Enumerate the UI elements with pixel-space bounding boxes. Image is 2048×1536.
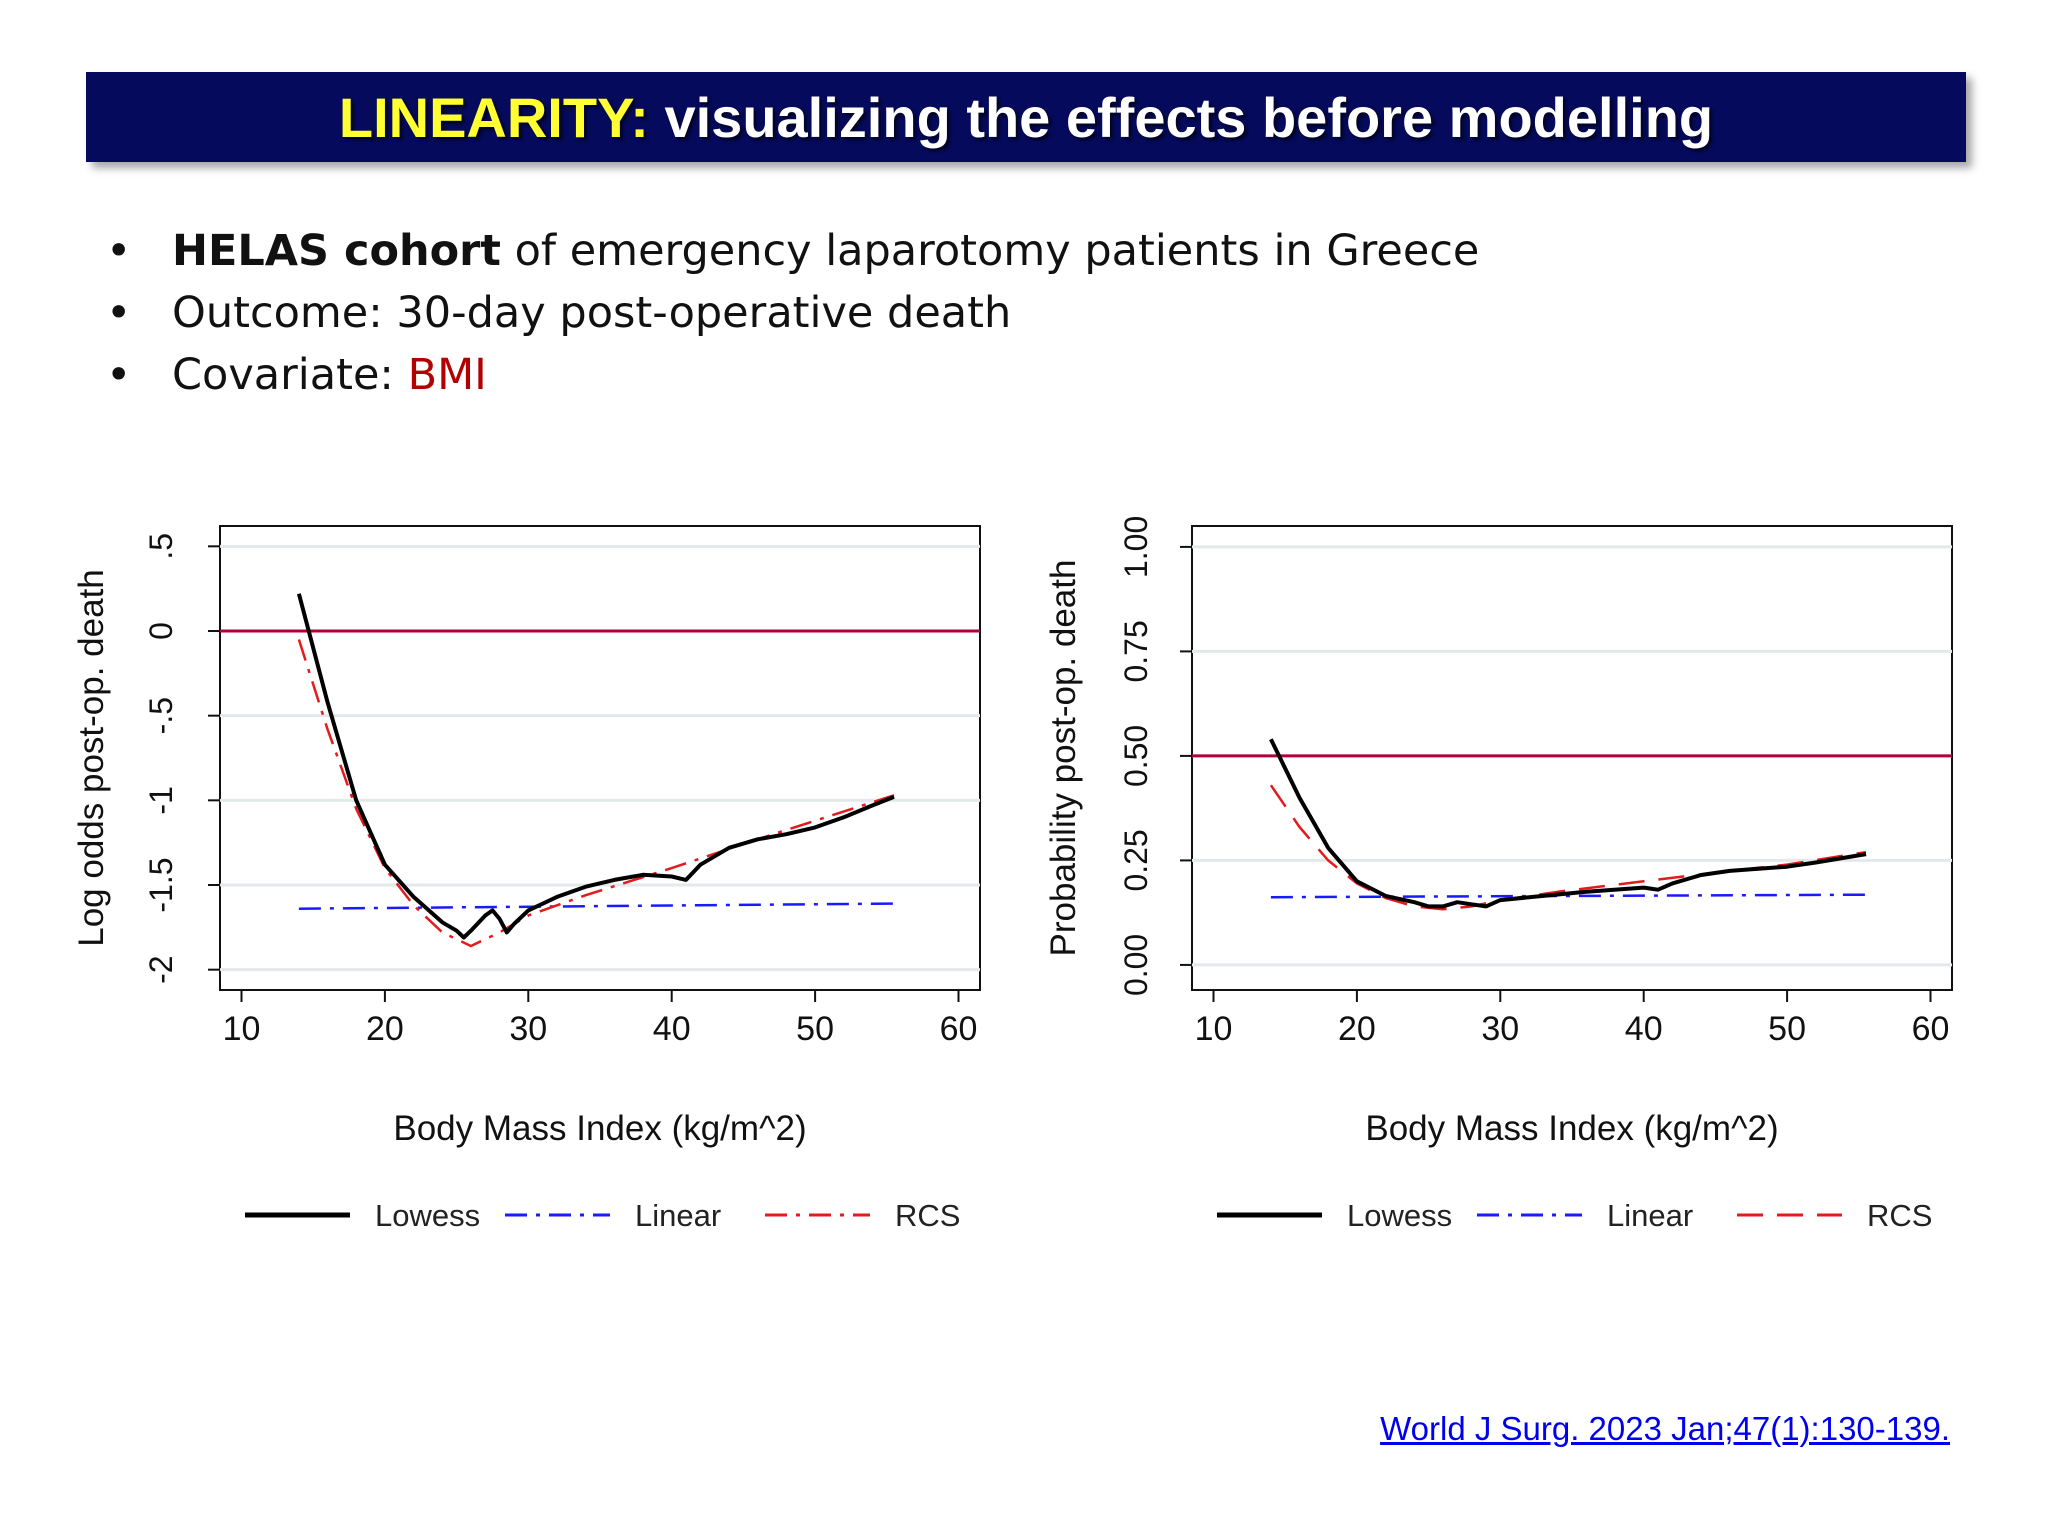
y-tick-label: -1 — [143, 786, 179, 814]
bullet-dot: • — [106, 288, 132, 338]
series-line-linear — [298, 902, 895, 910]
legend-label-linear: Linear — [1607, 1198, 1693, 1233]
y-tick-label: 0.50 — [1118, 725, 1154, 787]
bullet-cohort: • HELAS cohort of emergency laparotomy pa… — [100, 220, 1479, 282]
plot-frame — [219, 525, 981, 991]
bullet-dot: • — [106, 226, 132, 276]
x-axis-title: Body Mass Index (kg/m^2) — [1365, 1109, 1778, 1148]
x-tick-label: 30 — [509, 1010, 547, 1048]
y-tick-label: -2 — [143, 955, 179, 983]
series-line-lowess — [1269, 738, 1867, 909]
x-tick-label: 50 — [1768, 1010, 1806, 1048]
title-rest: visualizing the effects before modelling — [648, 85, 1714, 149]
covariate-label: Covariate: — [172, 350, 408, 400]
outcome-text: Outcome: 30-day post-operative death — [172, 288, 1012, 338]
cohort-desc: of emergency laparotomy patients in Gree… — [500, 226, 1480, 276]
x-tick-label: 10 — [223, 1010, 261, 1048]
cohort-name: HELAS cohort — [172, 226, 501, 276]
y-axis-title: Log odds post-op. death — [72, 569, 111, 947]
bullet-dot: • — [106, 350, 132, 400]
covariate-value: BMI — [407, 350, 487, 400]
chart-log-odds: -2 -1.5 -1 -.5 0 .5 10 20 30 40 50 60 Log odds post-… — [72, 525, 981, 1233]
y-tick-label: 0.75 — [1118, 620, 1154, 682]
y-tick-label: 0 — [143, 622, 179, 640]
chart-probability: 0.00 0.25 0.50 0.75 1.00 10 20 30 40 50 60 Probabil… — [1044, 516, 1953, 1233]
title-accent: LINEARITY: — [338, 85, 649, 149]
y-tick-label: 0.25 — [1118, 829, 1154, 891]
x-tick-label: 50 — [796, 1010, 834, 1048]
x-tick-label: 30 — [1481, 1010, 1519, 1048]
x-tick-label: 20 — [366, 1010, 404, 1048]
bullet-covariate: • Covariate: BMI — [100, 344, 1479, 406]
x-tick-label: 20 — [1338, 1010, 1376, 1048]
legend-label-lowess: Lowess — [375, 1198, 480, 1233]
bullet-list: • HELAS cohort of emergency laparotomy pa… — [100, 220, 1479, 406]
x-tick-label: 40 — [1625, 1010, 1663, 1048]
legend-label-rcs: RCS — [1867, 1198, 1932, 1233]
x-tick-label: 10 — [1195, 1010, 1233, 1048]
title-bar: LINEARITY: visualizing the effects befor… — [86, 72, 1966, 162]
series-line-linear — [1270, 893, 1867, 899]
y-tick-label: -.5 — [143, 697, 179, 734]
x-tick-label: 60 — [1912, 1010, 1950, 1048]
plot-frame — [1191, 525, 1953, 991]
legend-label-rcs: RCS — [895, 1198, 960, 1233]
bullet-outcome: • Outcome: 30-day post-operative death — [100, 282, 1479, 344]
legend-label-linear: Linear — [635, 1198, 721, 1233]
x-tick-label: 60 — [940, 1010, 978, 1048]
legend-label-lowess: Lowess — [1347, 1198, 1452, 1233]
y-axis-title: Probability post-op. death — [1044, 560, 1083, 957]
y-tick-label: 0.00 — [1118, 934, 1154, 996]
slide-title: LINEARITY: visualizing the effects befor… — [339, 85, 1713, 150]
x-axis-title: Body Mass Index (kg/m^2) — [393, 1109, 806, 1148]
x-tick-label: 40 — [653, 1010, 691, 1048]
series-line-rcs — [297, 639, 895, 948]
y-tick-label: -1.5 — [143, 857, 179, 912]
series-line-lowess — [296, 593, 895, 940]
citation-link[interactable]: World J Surg. 2023 Jan;47(1):130-139. — [1380, 1410, 1950, 1447]
y-tick-label: .5 — [143, 533, 179, 560]
y-tick-label: 1.00 — [1118, 516, 1154, 578]
